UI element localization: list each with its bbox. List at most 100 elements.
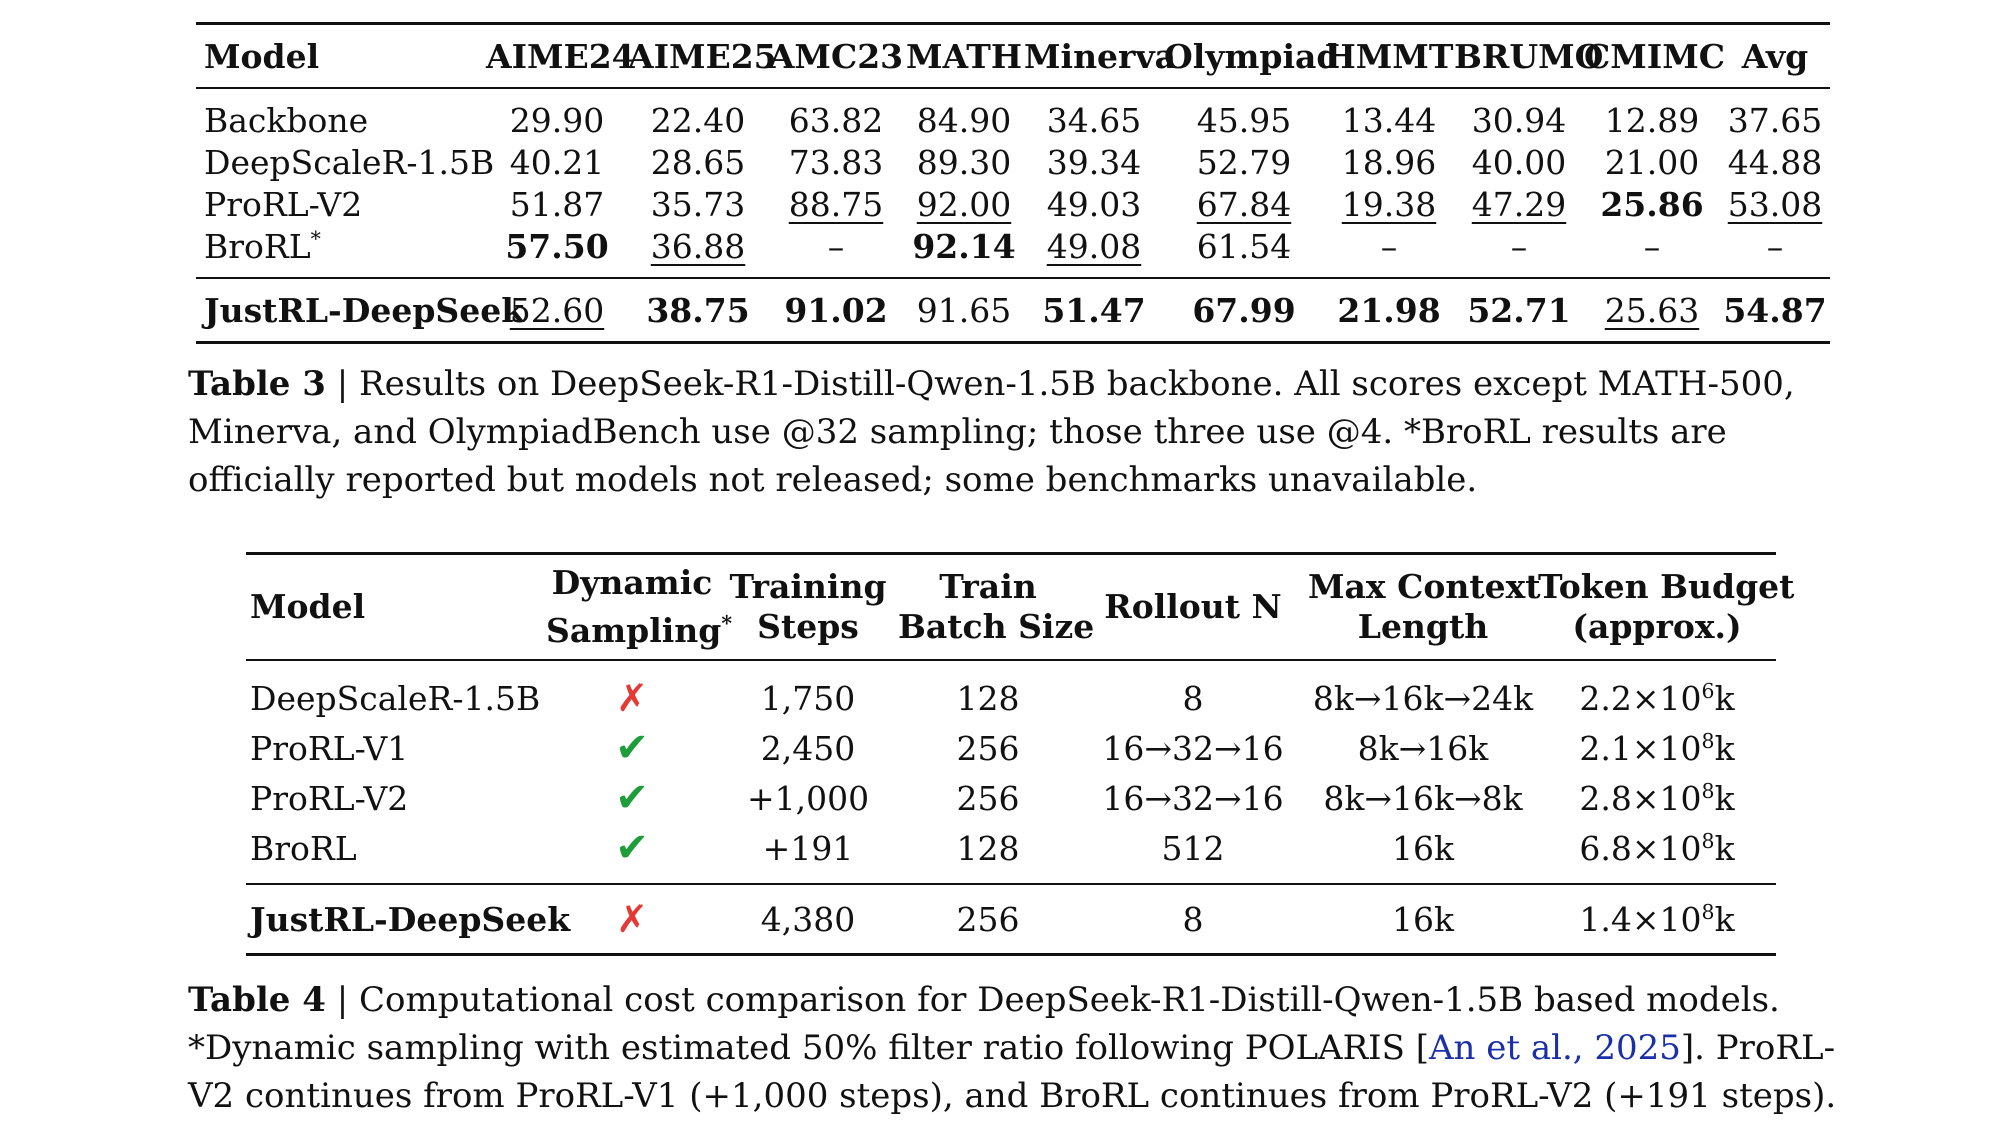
budget-exponent: 8 bbox=[1701, 778, 1715, 803]
cell: 21.00 bbox=[1604, 142, 1700, 182]
budget-exponent: 8 bbox=[1701, 828, 1715, 853]
caption-separator: | bbox=[325, 980, 359, 1020]
cell: 16k bbox=[1308, 883, 1538, 956]
table-row: DeepScaleR-1.5B 40.21 28.65 73.83 89.30 … bbox=[196, 141, 1830, 183]
citation-link[interactable]: An et al., 2025 bbox=[1428, 1028, 1681, 1068]
cell: +1,000 bbox=[746, 778, 870, 818]
cell-bold: 38.75 bbox=[628, 277, 768, 344]
col-header-amc23: AMC23 bbox=[768, 25, 904, 89]
budget-base: 2.1×10 bbox=[1579, 728, 1702, 768]
cell: 16→32→16 bbox=[1102, 778, 1284, 818]
col-header-max-context-length: Max Context Length bbox=[1308, 553, 1541, 661]
cell-underlined: 47.29 bbox=[1471, 184, 1567, 224]
col-header-aime24: AIME24 bbox=[486, 25, 635, 89]
cell: 2,450 bbox=[760, 728, 856, 768]
caption-label: Table 3 bbox=[188, 364, 326, 404]
cell: 63.82 bbox=[788, 100, 884, 140]
cell: 256 bbox=[898, 883, 1078, 956]
budget-base: 1.4×10 bbox=[1579, 899, 1702, 939]
cell: 8k→16k→24k bbox=[1312, 678, 1534, 718]
cell-budget: 1.4×108k bbox=[1538, 883, 1776, 956]
cell-budget: 6.8×108k bbox=[1538, 823, 1776, 884]
header-line-2: Sampling bbox=[546, 611, 722, 650]
cell: 45.95 bbox=[1196, 100, 1292, 140]
header-line-2: Steps bbox=[757, 607, 859, 646]
col-header-minerva: Minerva bbox=[1024, 25, 1176, 89]
table-row-ours: JustRL-DeepSeek ✗ 4,380 256 8 16k 1.4×10… bbox=[246, 883, 1776, 956]
header-line-2: Batch Size bbox=[898, 607, 1095, 646]
budget-exponent: 6 bbox=[1701, 678, 1715, 703]
cell: 29.90 bbox=[509, 100, 605, 140]
cell-dynamic: ✔ bbox=[546, 823, 718, 884]
table-4-grid: Model Dynamic Sampling* Training Steps Tra… bbox=[246, 552, 1794, 956]
table-3-top-rule bbox=[196, 22, 1830, 25]
cell: 16→32→16 bbox=[1102, 728, 1284, 768]
cell: 51.87 bbox=[509, 184, 605, 224]
cell: – bbox=[1380, 226, 1398, 266]
cell-bold: 57.50 bbox=[505, 226, 609, 266]
cell-bold: 92.14 bbox=[912, 226, 1016, 266]
cell-underlined: 25.63 bbox=[1584, 277, 1720, 344]
cell-bold: 21.98 bbox=[1324, 277, 1454, 344]
asterisk-mark: * bbox=[721, 611, 733, 635]
table-3-grid: Model AIME24 AIME25 AMC23 MATH Minerva O… bbox=[196, 25, 1830, 344]
col-header-training-steps: Training Steps bbox=[718, 553, 898, 661]
cell-bold: 51.47 bbox=[1024, 277, 1164, 344]
cell: +191 bbox=[762, 828, 854, 868]
cell-dynamic: ✗ bbox=[546, 883, 718, 956]
cell: 18.96 bbox=[1341, 142, 1437, 182]
cell: 8k→16k→8k bbox=[1323, 778, 1523, 818]
budget-base: 6.8×10 bbox=[1579, 828, 1702, 868]
header-line-1: Max Context bbox=[1308, 567, 1541, 606]
caption-separator: | bbox=[325, 364, 359, 404]
table-3-caption: Table 3 | Results on DeepSeek-R1-Distill… bbox=[188, 360, 1848, 504]
cell-underlined: 19.38 bbox=[1341, 184, 1437, 224]
col-header-model: Model bbox=[196, 25, 486, 89]
cell: 39.34 bbox=[1046, 142, 1142, 182]
row-model: ProRL-V2 bbox=[250, 778, 409, 818]
cell: 512 bbox=[1161, 828, 1225, 868]
budget-unit: k bbox=[1714, 778, 1735, 818]
caption-label: Table 4 bbox=[188, 980, 326, 1020]
cell: 40.21 bbox=[509, 142, 605, 182]
header-line-2: (approx.) bbox=[1572, 607, 1742, 646]
cell: 256 bbox=[956, 778, 1020, 818]
table-4: Model Dynamic Sampling* Training Steps Tra… bbox=[246, 552, 1794, 956]
cell: 4,380 bbox=[718, 883, 898, 956]
cell-bold: 67.99 bbox=[1164, 277, 1324, 344]
budget-unit: k bbox=[1714, 678, 1735, 718]
cell-underlined: 92.00 bbox=[916, 184, 1012, 224]
budget-unit: k bbox=[1714, 828, 1735, 868]
budget-exponent: 8 bbox=[1701, 728, 1715, 753]
table-row: ProRL-V2 ✔ +1,000 256 16→32→16 8k→16k→8k… bbox=[246, 773, 1776, 823]
table-3-header-row: Model AIME24 AIME25 AMC23 MATH Minerva O… bbox=[196, 25, 1830, 89]
col-header-olympiad: Olympiad bbox=[1164, 25, 1339, 89]
row-model: Backbone bbox=[204, 100, 369, 140]
row-model: DeepScaleR-1.5B bbox=[204, 142, 495, 182]
cell: 16k bbox=[1392, 828, 1454, 868]
cell: 28.65 bbox=[650, 142, 746, 182]
check-icon: ✔ bbox=[615, 825, 649, 871]
table-row: BroRL ✔ +191 128 512 16k 6.8×108k bbox=[246, 823, 1776, 884]
header-line-1: Train bbox=[939, 567, 1037, 606]
budget-base: 2.8×10 bbox=[1579, 778, 1702, 818]
cell-budget: 2.8×108k bbox=[1538, 773, 1776, 823]
cell: 128 bbox=[956, 678, 1020, 718]
table-row: ProRL-V2 51.87 35.73 88.75 92.00 49.03 6… bbox=[196, 183, 1830, 225]
row-model: ProRL-V2 bbox=[204, 184, 363, 224]
cell: 13.44 bbox=[1341, 100, 1437, 140]
cell: 8k→16k bbox=[1357, 728, 1489, 768]
row-model: BroRL* bbox=[196, 225, 486, 278]
cell-underlined: 67.84 bbox=[1196, 184, 1292, 224]
header-line-1: Training bbox=[729, 567, 887, 606]
cell: 84.90 bbox=[916, 100, 1012, 140]
col-header-dynamic-sampling: Dynamic Sampling* bbox=[546, 553, 732, 661]
cell: 89.30 bbox=[916, 142, 1012, 182]
header-line-1: Dynamic bbox=[551, 563, 713, 602]
cell-underlined: 36.88 bbox=[650, 226, 746, 266]
cell-bold: 54.87 bbox=[1720, 277, 1830, 344]
row-model-label: BroRL bbox=[204, 226, 311, 266]
header-line-1: Token Budget bbox=[1538, 567, 1795, 606]
cell-underlined: 49.08 bbox=[1046, 226, 1142, 266]
table-row-ours: JustRL-DeepSeek 52.60 38.75 91.02 91.65 … bbox=[196, 277, 1830, 344]
